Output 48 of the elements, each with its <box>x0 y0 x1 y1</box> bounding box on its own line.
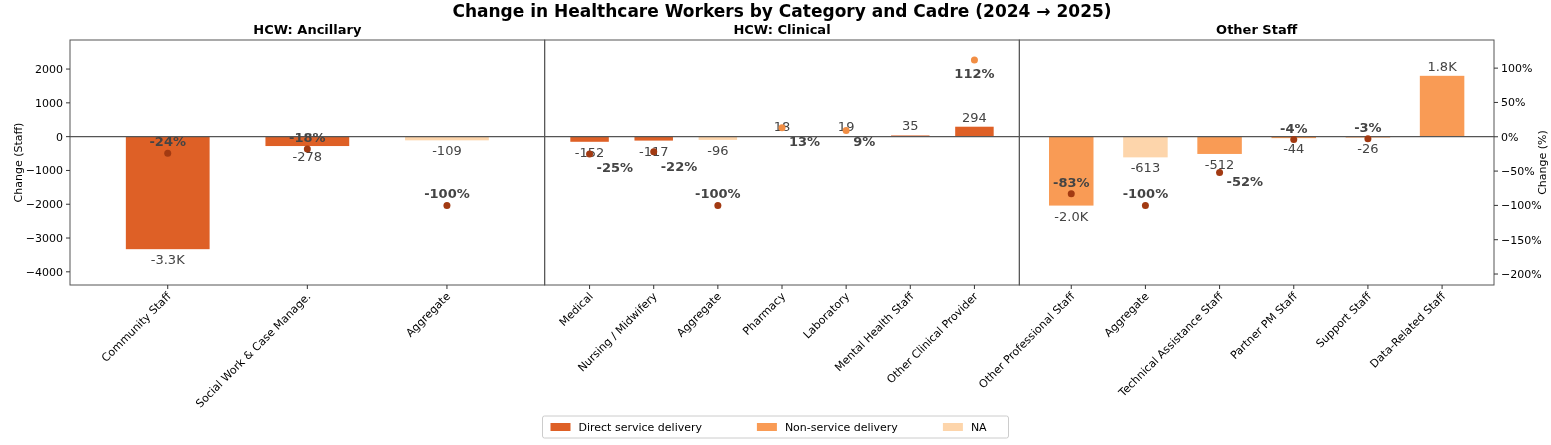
chart-subtitle: Other Staff <box>1216 22 1298 37</box>
data-label: -613 <box>1130 160 1161 176</box>
chart-title: Change in Healthcare Workers by Category and Cadre (2024 → 2025) <box>452 1 1112 21</box>
data-label: -44 <box>1283 141 1305 157</box>
y2-tick-label: 100% <box>1501 62 1533 76</box>
data-label: -100% <box>1122 186 1169 202</box>
y-tick-label: −4000 <box>25 265 63 279</box>
y-tick-label: 1000 <box>35 96 63 110</box>
y-tick-label: −1000 <box>25 164 63 178</box>
legend-label: Non-service delivery <box>784 421 899 434</box>
data-label: -2.0K <box>1054 208 1089 224</box>
y-tick-label: 2000 <box>35 63 63 77</box>
data-label: -26 <box>1357 140 1379 156</box>
y2-tick-label: −150% <box>1501 233 1542 247</box>
data-label: -96 <box>707 142 729 158</box>
data-label: -4% <box>1280 120 1308 136</box>
data-label: -22% <box>660 158 698 174</box>
data-label: -3.3K <box>150 252 186 268</box>
data-label: -83% <box>1052 174 1090 190</box>
y2-tick-label: 0% <box>1501 130 1519 144</box>
y2-tick-label: −50% <box>1501 165 1535 179</box>
data-label: -3% <box>1354 119 1382 135</box>
legend-label: NA <box>970 421 988 434</box>
data-label: -109 <box>432 143 462 159</box>
data-label: 1.8K <box>1427 58 1458 74</box>
data-label: -24% <box>149 134 186 150</box>
data-label: -52% <box>1226 174 1264 190</box>
data-label: 112% <box>954 65 995 81</box>
y2-tick-label: 50% <box>1501 96 1526 110</box>
y-tick-label: −2000 <box>25 198 63 212</box>
data-label: 13% <box>789 134 821 150</box>
y-tick-label: −3000 <box>25 232 63 246</box>
y2-tick-label: −100% <box>1501 199 1542 213</box>
data-label: -512 <box>1204 156 1235 172</box>
data-label: -100% <box>424 186 470 202</box>
y-axis-title: Change (Staff) <box>12 122 25 203</box>
data-label: 9% <box>853 134 876 150</box>
y-tick-label: 0 <box>56 130 63 144</box>
data-label: -100% <box>695 186 741 202</box>
chart-subtitle: HCW: Ancillary <box>253 22 362 37</box>
data-label: 294 <box>962 109 987 125</box>
y2-axis-title: Change (%) <box>1536 130 1549 195</box>
y2-tick-label: −200% <box>1501 268 1542 282</box>
chart-subtitle: HCW: Clinical <box>733 22 831 37</box>
legend-label: Direct service delivery <box>578 421 703 434</box>
data-label: 35 <box>902 118 919 134</box>
data-label: -278 <box>292 149 323 165</box>
data-label: -25% <box>596 159 634 175</box>
